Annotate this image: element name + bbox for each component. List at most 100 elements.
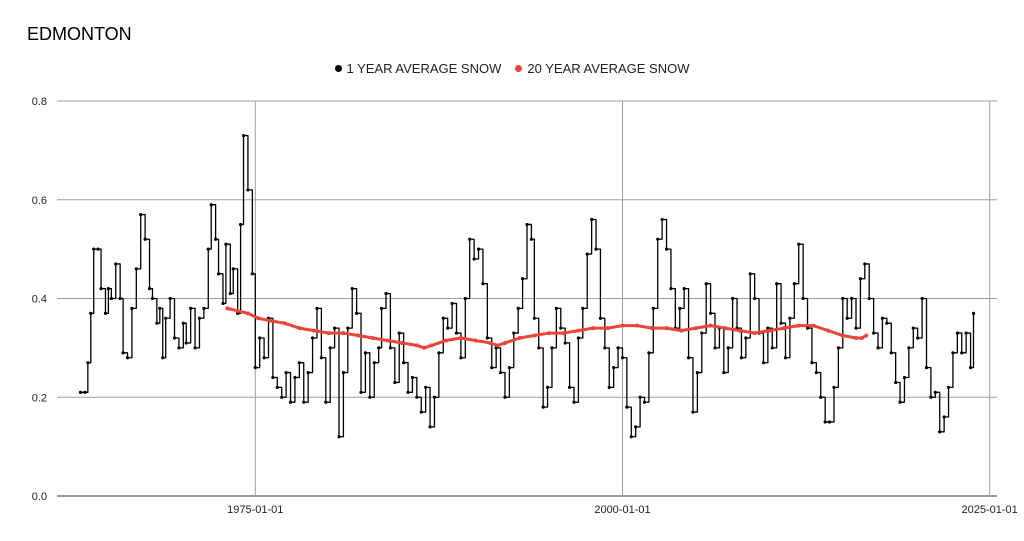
data-point xyxy=(458,336,463,340)
data-point xyxy=(488,340,493,345)
data-point xyxy=(209,203,213,207)
data-point xyxy=(761,361,766,365)
data-point xyxy=(664,326,669,331)
data-point xyxy=(576,328,581,333)
data-point xyxy=(708,311,713,315)
data-point xyxy=(368,395,372,399)
data-point xyxy=(125,356,130,360)
data-point xyxy=(889,351,893,355)
legend-item-1-year[interactable]: 1 YEAR AVERAGE SNOW xyxy=(334,61,501,76)
data-point xyxy=(397,331,401,335)
data-point xyxy=(288,400,293,404)
data-point xyxy=(326,331,331,336)
data-point xyxy=(810,361,814,365)
legend-marker-1-year xyxy=(334,65,342,72)
data-point xyxy=(238,222,243,227)
data-point xyxy=(971,311,976,315)
data-point xyxy=(202,306,206,310)
data-point xyxy=(561,331,566,336)
data-point xyxy=(393,380,397,385)
data-point xyxy=(297,326,302,331)
data-point xyxy=(635,323,640,328)
data-point xyxy=(302,400,306,404)
data-point xyxy=(410,375,415,380)
data-point xyxy=(384,291,388,296)
data-point xyxy=(280,395,284,399)
data-point xyxy=(827,420,832,424)
data-point xyxy=(911,326,915,330)
data-point xyxy=(594,247,598,251)
data-point xyxy=(964,331,968,335)
data-point xyxy=(485,336,489,340)
data-point xyxy=(576,336,581,340)
data-point xyxy=(695,370,699,375)
data-point xyxy=(782,326,787,331)
data-point xyxy=(547,331,552,336)
data-point xyxy=(775,282,779,286)
data-point xyxy=(651,306,655,310)
data-point xyxy=(591,326,596,331)
data-point xyxy=(109,296,113,301)
data-point xyxy=(722,370,726,375)
data-point xyxy=(581,306,585,310)
data-point xyxy=(168,296,172,301)
data-point xyxy=(537,346,541,350)
data-point xyxy=(603,346,607,350)
data-point xyxy=(682,287,686,291)
data-point xyxy=(554,306,558,310)
data-point xyxy=(704,282,708,286)
data-point xyxy=(968,366,973,370)
data-point xyxy=(89,311,93,315)
data-point xyxy=(424,385,428,389)
data-point xyxy=(753,296,757,301)
y-tick-label: 0.8 xyxy=(32,96,47,108)
data-point xyxy=(708,323,713,328)
data-point xyxy=(164,316,168,320)
data-point xyxy=(823,420,827,424)
data-point xyxy=(739,356,744,360)
data-point xyxy=(898,400,902,404)
x-tick-label: 2025-01-01 xyxy=(962,504,1018,516)
data-point xyxy=(216,272,221,276)
data-point xyxy=(78,390,83,394)
data-point xyxy=(406,390,410,394)
data-point xyxy=(567,385,572,389)
data-point xyxy=(446,326,450,330)
data-point xyxy=(359,390,363,394)
data-point xyxy=(328,346,332,350)
data-point xyxy=(933,390,937,394)
data-point xyxy=(647,351,651,355)
data-point xyxy=(885,321,889,325)
data-point xyxy=(441,316,445,320)
data-point xyxy=(520,277,525,281)
data-point xyxy=(955,331,959,335)
data-point xyxy=(297,361,301,365)
data-point xyxy=(585,252,589,256)
x-tick-label: 1975-01-01 xyxy=(227,504,283,516)
data-point xyxy=(854,336,858,340)
data-point xyxy=(454,331,459,335)
legend-item-20-year[interactable]: 20 YEAR AVERAGE SNOW xyxy=(515,61,689,76)
data-point xyxy=(130,306,134,310)
data-point xyxy=(752,331,757,336)
data-point xyxy=(638,395,642,399)
data-point xyxy=(951,351,955,355)
data-point xyxy=(459,356,463,360)
data-point xyxy=(463,296,467,301)
data-point xyxy=(206,247,210,251)
data-point xyxy=(118,296,122,301)
data-point xyxy=(660,217,664,222)
data-point xyxy=(700,331,704,335)
x-tick-label: 2000-01-01 xyxy=(594,504,650,516)
data-point xyxy=(385,338,390,343)
data-point xyxy=(99,287,103,291)
data-point xyxy=(942,415,946,419)
data-point xyxy=(346,326,350,330)
data-point xyxy=(605,326,610,331)
data-point xyxy=(172,336,177,340)
data-point xyxy=(723,326,728,331)
y-tick-label: 0.4 xyxy=(32,294,47,306)
data-point xyxy=(315,306,319,310)
data-point xyxy=(415,395,419,399)
